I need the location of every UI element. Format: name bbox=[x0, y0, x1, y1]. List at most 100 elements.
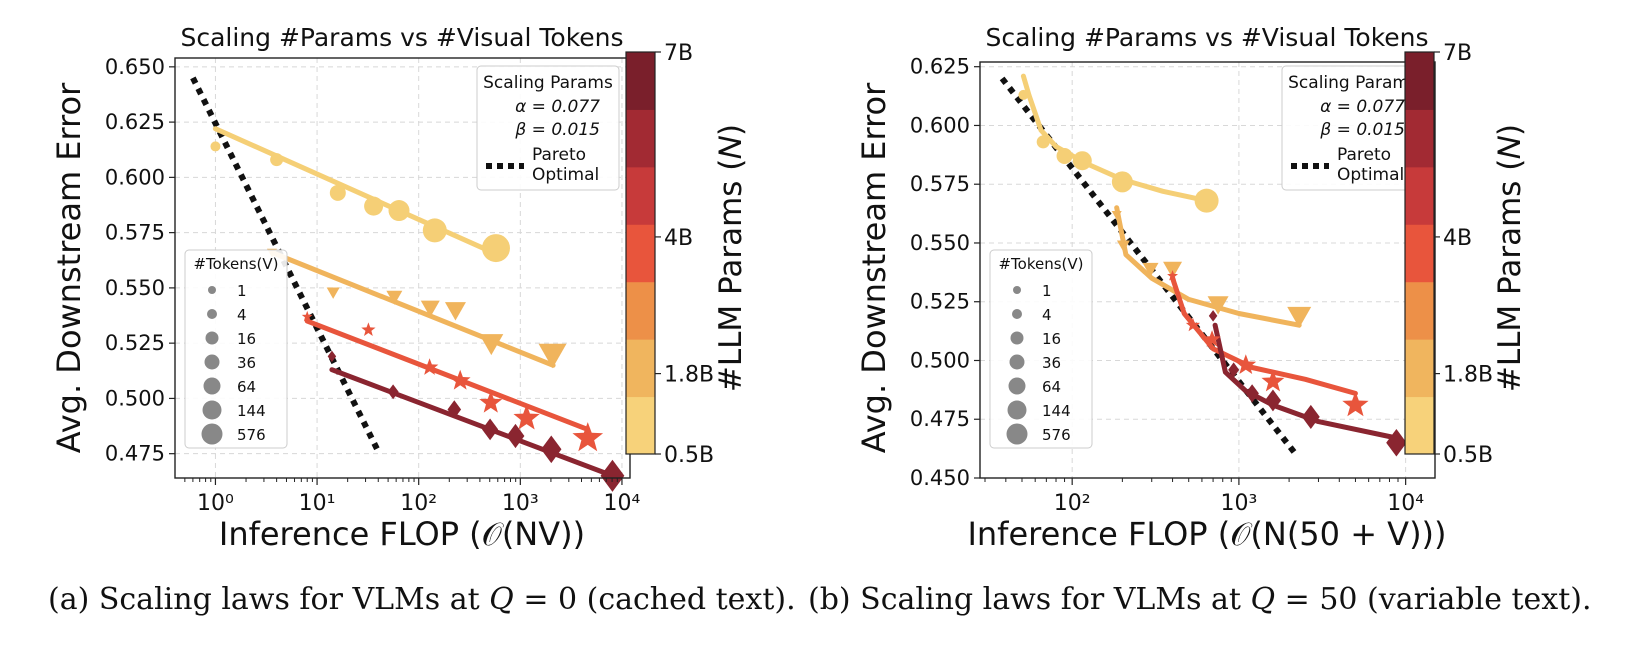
y-tick-label: 0.625 bbox=[910, 55, 970, 79]
data-point bbox=[327, 350, 337, 363]
data-point bbox=[364, 196, 384, 216]
colorbar-label: #LLM Params (𝑁) bbox=[713, 124, 749, 392]
data-point bbox=[1287, 306, 1312, 328]
x-axis-label: Inference FLOP (𝒪(N(50 + V))) bbox=[967, 515, 1446, 553]
colorbar-tick-label: 7B bbox=[1443, 41, 1472, 66]
data-point bbox=[1301, 404, 1320, 429]
data-point bbox=[572, 422, 604, 452]
tokens-legend-item: 64 bbox=[1042, 378, 1061, 396]
colorbar-tick-label: 4B bbox=[1443, 226, 1472, 251]
x-tick-label: 10³ bbox=[1220, 491, 1257, 516]
data-point bbox=[1235, 354, 1257, 375]
y-ticks: 0.450 0.475 0.500 0.525 0.550 0.575 0.600 0.625 bbox=[910, 55, 980, 490]
scaling-params-title: Scaling Params bbox=[1288, 73, 1418, 93]
tokens-legend-swatch bbox=[208, 286, 216, 294]
data-point bbox=[210, 141, 221, 152]
tokens-legend-swatch bbox=[1013, 286, 1021, 294]
data-point bbox=[1111, 211, 1122, 220]
x-ticks: 10⁰ 10¹ 10² 10³ 10⁴ bbox=[184, 478, 641, 516]
tokens-legend-item: 36 bbox=[1042, 354, 1061, 372]
pareto-legend-label: Optimal bbox=[1337, 165, 1404, 185]
chart-title: Scaling #Params vs #Visual Tokens bbox=[985, 23, 1428, 52]
tokens-legend-item: 1 bbox=[1042, 282, 1052, 300]
colorbar-tick-label: 7B bbox=[664, 41, 693, 66]
panel-a: 10⁰ 10¹ 10² 10³ 10⁴ 0.475 0.500 0.525 0.550 0.57… bbox=[50, 23, 641, 553]
pareto-legend-label: Pareto bbox=[532, 145, 586, 165]
colorbar-b: 0.5B 1.8B 4B 7B #LLM Params (𝑁) bbox=[1404, 41, 1528, 468]
y-tick-label: 0.500 bbox=[910, 348, 970, 372]
data-point bbox=[326, 287, 340, 299]
data-point bbox=[1163, 261, 1183, 279]
plot-frame bbox=[979, 61, 1436, 479]
tokens-legend-title: #Tokens(V) bbox=[998, 255, 1083, 273]
data-point bbox=[1261, 369, 1285, 392]
colorbar-segment bbox=[626, 166, 655, 225]
y-tick-label: 0.550 bbox=[105, 276, 165, 300]
tokens-legend-swatch bbox=[201, 423, 223, 445]
y-tick-label: 0.550 bbox=[910, 231, 970, 255]
caption-a-var: Q bbox=[489, 582, 514, 617]
y-tick-label: 0.525 bbox=[105, 331, 165, 355]
data-point bbox=[482, 418, 499, 441]
colorbar-segment bbox=[626, 396, 655, 455]
scaling-params-title: Scaling Params bbox=[483, 73, 613, 93]
data-point bbox=[1111, 171, 1133, 193]
beta-value: β = 0.015 bbox=[514, 120, 600, 140]
data-point bbox=[1142, 262, 1159, 277]
chart-title: Scaling #Params vs #Visual Tokens bbox=[180, 23, 623, 52]
data-point bbox=[479, 334, 504, 356]
tokens-legend-swatch bbox=[1012, 309, 1022, 319]
tokens-legend-swatch bbox=[203, 377, 221, 395]
data-point bbox=[1116, 240, 1130, 252]
tokens-legend-swatch bbox=[1007, 400, 1027, 420]
fit-lines bbox=[212, 126, 616, 478]
x-tick-label: 10¹ bbox=[299, 491, 336, 516]
data-point bbox=[420, 300, 440, 318]
data-points bbox=[210, 141, 625, 492]
data-point bbox=[1208, 310, 1218, 322]
x-axis-label: Inference FLOP (𝒪(NV)) bbox=[219, 515, 585, 553]
fit-line-7B bbox=[1212, 322, 1399, 441]
tokens-legend-item: 36 bbox=[237, 354, 256, 372]
colorbar-tick-label: 1.8B bbox=[664, 363, 714, 388]
panel-b: 10² 10³ 10⁴ 0.450 0.475 0.500 0.525 0.550 0.575… bbox=[855, 23, 1447, 553]
tokens-legend: #Tokens(V) 1 4 16 36 64 144 576 bbox=[184, 249, 288, 449]
data-point bbox=[422, 218, 447, 243]
colorbar-tick-label: 0.5B bbox=[1443, 443, 1493, 468]
scaling-params-box: Scaling Params α = 0.077 β = 0.015 Paret… bbox=[476, 65, 620, 191]
alpha-value: α = 0.077 bbox=[515, 97, 600, 117]
pareto-legend-label: Pareto bbox=[1337, 145, 1391, 165]
tokens-legend-item: 144 bbox=[237, 402, 266, 420]
tokens-legend-swatch bbox=[202, 400, 222, 420]
tokens-legend-swatch bbox=[1009, 354, 1025, 370]
colorbar-segment bbox=[1405, 396, 1434, 455]
data-points bbox=[1018, 89, 1407, 457]
caption-a-suffix: (cached text). bbox=[577, 582, 796, 617]
tokens-legend-frame bbox=[989, 249, 1093, 449]
colorbar-segment bbox=[626, 224, 655, 283]
x-tick-label: 10³ bbox=[502, 491, 539, 516]
x-tick-label: 10² bbox=[400, 491, 437, 516]
tokens-legend-swatch bbox=[205, 331, 219, 345]
data-point bbox=[481, 234, 510, 263]
data-point bbox=[361, 322, 376, 336]
scaling-params-box: Scaling Params α = 0.077 β = 0.015 Paret… bbox=[1281, 65, 1425, 191]
y-tick-label: 0.475 bbox=[105, 442, 165, 466]
caption-b-var: Q bbox=[1250, 582, 1276, 617]
colorbar-segment bbox=[626, 109, 655, 168]
data-point bbox=[387, 384, 399, 400]
x-tick-label: 10⁴ bbox=[604, 491, 641, 516]
colorbar-segment bbox=[626, 52, 655, 110]
y-tick-label: 0.475 bbox=[910, 407, 970, 431]
data-point bbox=[444, 302, 466, 321]
data-point bbox=[1018, 89, 1029, 100]
data-point bbox=[1167, 270, 1179, 281]
tokens-legend-item: 576 bbox=[1042, 426, 1071, 444]
data-point bbox=[270, 153, 284, 167]
tokens-legend-item: 144 bbox=[1042, 402, 1071, 420]
colorbar-segment bbox=[1405, 166, 1434, 225]
data-point bbox=[329, 184, 346, 201]
colorbar-segment bbox=[1405, 109, 1434, 168]
fit-line-7B bbox=[329, 367, 616, 478]
colorbar-tick-label: 4B bbox=[664, 226, 693, 251]
